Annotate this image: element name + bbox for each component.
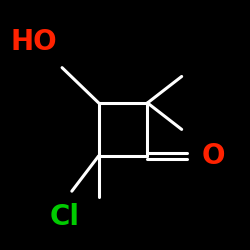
Text: HO: HO: [10, 28, 57, 56]
Text: Cl: Cl: [50, 203, 80, 231]
Text: O: O: [201, 142, 225, 170]
